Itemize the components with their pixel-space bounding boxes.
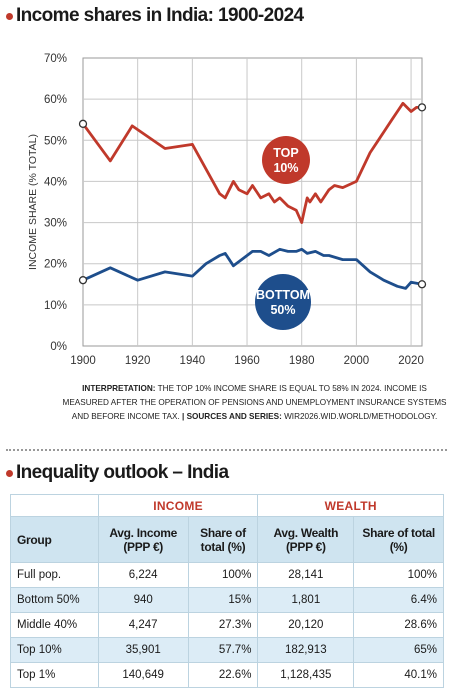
- cell-income-share: 57.7%: [187, 637, 259, 663]
- cell-group: Top 10%: [10, 637, 99, 663]
- col-header-avg-income: Avg. Income (PPP €): [97, 516, 189, 563]
- x-tick-label: 1980: [289, 355, 315, 367]
- y-tick-label: 0%: [50, 341, 67, 353]
- cell-avg-income: 6,224: [97, 562, 189, 588]
- table-row: Bottom 50% 940 15% 1,801 6.4%: [10, 587, 444, 613]
- x-tick-label: 1920: [125, 355, 151, 367]
- table-group-header: INCOME WEALTH: [10, 494, 444, 517]
- chart-svg: 0% 10% 20% 30% 40% 50% 60% 70% 1900 1920 1940 1960 1…: [27, 53, 427, 367]
- y-tick-label: 40%: [44, 176, 67, 188]
- series-line-bottom50: [82, 247, 423, 290]
- x-tick-label: 2000: [344, 355, 370, 367]
- group-header-wealth: WEALTH: [257, 494, 444, 517]
- table-row: Full pop. 6,224 100% 28,141 100%: [10, 562, 444, 588]
- cell-group: Full pop.: [10, 562, 99, 588]
- series-label-text: BOTTOM: [256, 288, 310, 302]
- note-text-sources: WIR2026.WID.WORLD/METHODOLOGY.: [284, 412, 438, 421]
- y-tick-label: 50%: [44, 135, 67, 147]
- x-tick-label: 1960: [234, 355, 260, 367]
- table-title: Inequality outlook – India: [6, 462, 229, 484]
- plot-frame: [82, 57, 423, 347]
- cell-avg-wealth: 1,801: [257, 587, 355, 613]
- cell-group: Bottom 50%: [10, 587, 99, 613]
- x-tick-label: 2020: [398, 355, 424, 367]
- table-column-header: Group Avg. Income (PPP €) Share of total…: [10, 516, 444, 563]
- series-end-marker: [417, 103, 427, 112]
- cell-income-share: 27.3%: [187, 612, 259, 638]
- x-tick-label: 1940: [180, 355, 206, 367]
- note-label-sources: | SOURCES AND SERIES:: [182, 412, 282, 421]
- cell-income-share: 15%: [187, 587, 259, 613]
- y-axis-label: INCOME SHARE (% TOTAL): [27, 134, 39, 270]
- y-tick-label: 70%: [44, 53, 67, 65]
- cell-wealth-share: 6.4%: [353, 587, 444, 613]
- inequality-table: INCOME WEALTH Group Avg. Income (PPP €) …: [10, 494, 444, 688]
- series-label-text: 50%: [270, 303, 295, 317]
- y-tick-label: 10%: [44, 300, 67, 312]
- col-header-income-share: Share of total (%): [187, 516, 259, 563]
- y-tick-label: 60%: [44, 94, 67, 106]
- series-start-marker: [78, 276, 88, 285]
- series-start-marker: [78, 119, 88, 128]
- cell-avg-wealth: 182,913: [257, 637, 355, 663]
- group-header-income: INCOME: [97, 494, 259, 517]
- cell-wealth-share: 40.1%: [353, 662, 444, 688]
- income-share-chart: 0% 10% 20% 30% 40% 50% 60% 70% 1900 1920 1940 1960 1…: [0, 40, 453, 380]
- cell-group: Top 1%: [10, 662, 99, 688]
- series-line-top10: [81, 101, 422, 225]
- cell-wealth-share: 65%: [353, 637, 444, 663]
- section-divider: [6, 449, 447, 451]
- cell-wealth-share: 100%: [353, 562, 444, 588]
- cell-avg-income: 140,649: [97, 662, 189, 688]
- note-text-interpretation: THE TOP 10% INCOME SHARE IS EQUAL TO 58%…: [62, 384, 447, 421]
- cell-avg-income: 4,247: [97, 612, 189, 638]
- title-bullet: [6, 12, 13, 20]
- cell-avg-wealth: 28,141: [257, 562, 355, 588]
- col-header-wealth-share: Share of total (%): [353, 516, 444, 563]
- cell-income-share: 100%: [187, 562, 259, 588]
- note-label-interpretation: INTERPRETATION:: [82, 384, 156, 393]
- group-header-blank: [10, 494, 99, 517]
- table-row: Middle 40% 4,247 27.3% 20,120 28.6%: [10, 612, 444, 638]
- table-title-text: Inequality outlook – India: [16, 462, 229, 483]
- chart-title-text: Income shares in India: 1900-2024: [16, 5, 304, 26]
- cell-avg-wealth: 1,128,435: [257, 662, 355, 688]
- chart-title: Income shares in India: 1900-2024: [6, 5, 304, 27]
- series-label-text: TOP: [273, 146, 298, 160]
- title-bullet: [6, 469, 13, 477]
- col-header-avg-wealth: Avg. Wealth (PPP €): [257, 516, 355, 563]
- cell-wealth-share: 28.6%: [353, 612, 444, 638]
- table-row: Top 1% 140,649 22.6% 1,128,435 40.1%: [10, 662, 444, 688]
- cell-group: Middle 40%: [10, 612, 99, 638]
- table-row: Top 10% 35,901 57.7% 182,913 65%: [10, 637, 444, 663]
- series-end-marker: [417, 280, 427, 289]
- series-label-badge: [255, 274, 311, 330]
- chart-note: INTERPRETATION: THE TOP 10% INCOME SHARE…: [62, 382, 447, 424]
- y-tick-label: 20%: [44, 259, 67, 271]
- series-label-badge: [262, 136, 310, 184]
- cell-avg-wealth: 20,120: [257, 612, 355, 638]
- cell-income-share: 22.6%: [187, 662, 259, 688]
- col-header-group: Group: [10, 516, 99, 563]
- x-tick-label: 1900: [70, 355, 96, 367]
- series-label-text: 10%: [273, 161, 298, 175]
- cell-avg-income: 35,901: [97, 637, 189, 663]
- cell-avg-income: 940: [97, 587, 189, 613]
- y-tick-label: 30%: [44, 218, 67, 230]
